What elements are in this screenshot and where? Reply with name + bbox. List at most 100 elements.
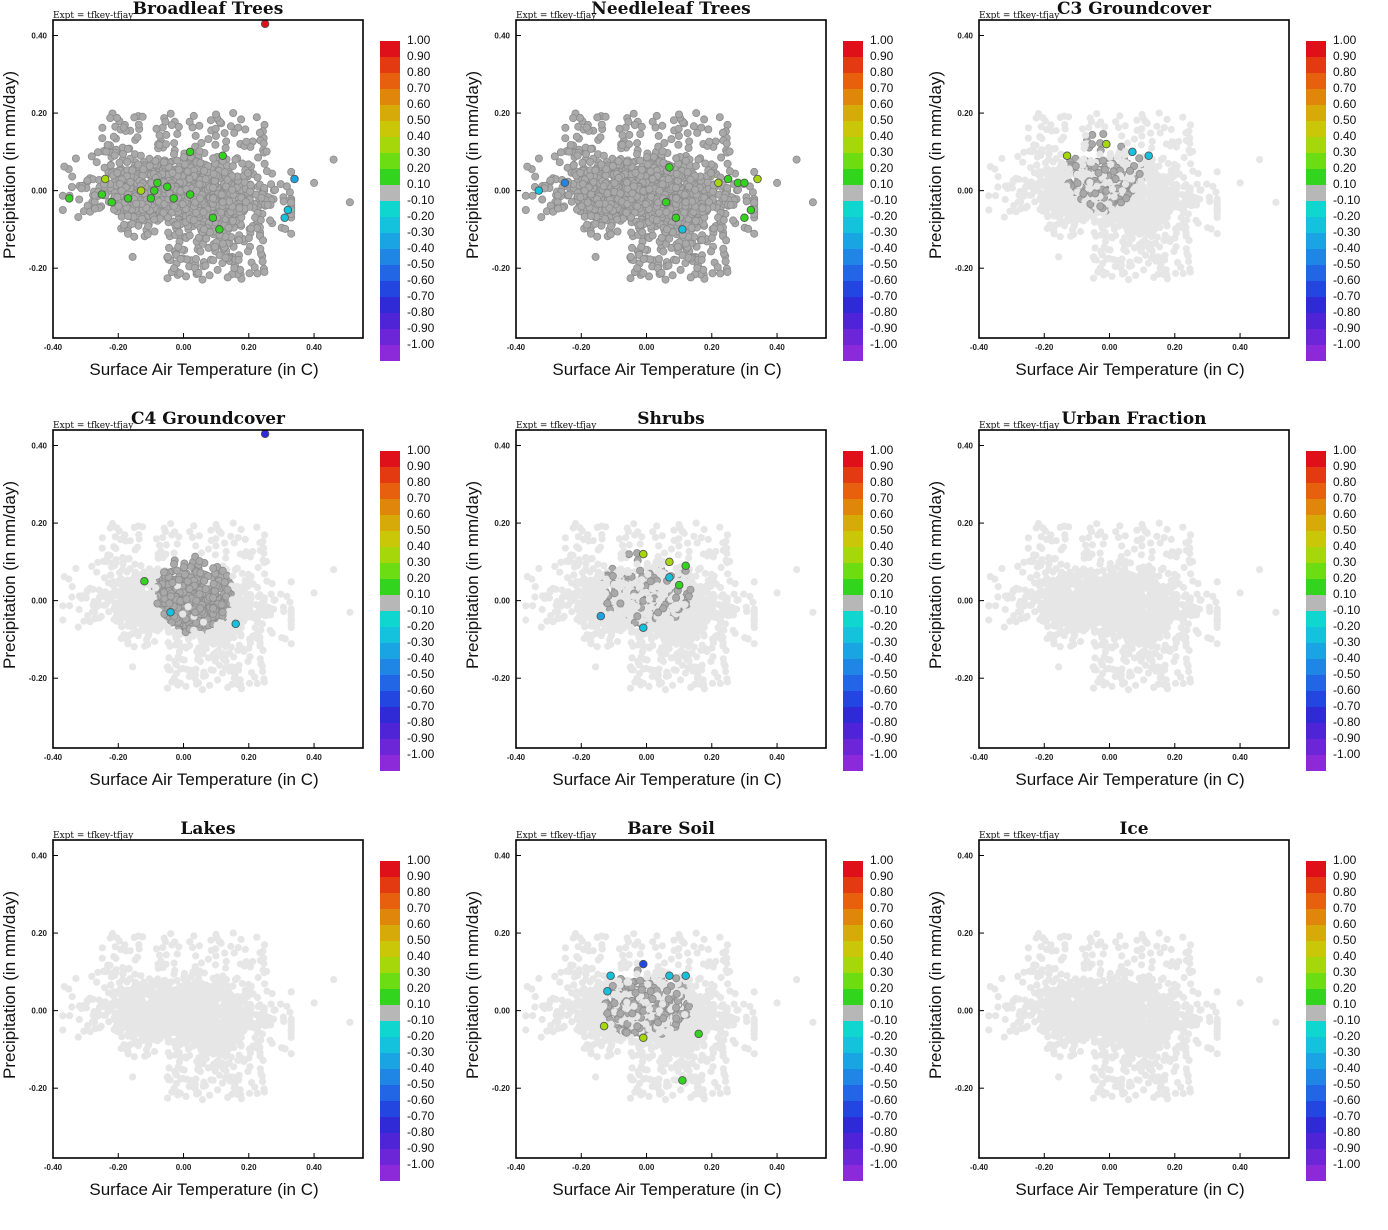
colorbar-label: -0.70 <box>870 289 898 303</box>
scatter-point <box>1106 154 1113 161</box>
scatter-point <box>716 114 723 121</box>
scatter-point <box>1208 225 1215 232</box>
x-tick-label: -0.40 <box>507 343 526 352</box>
scatter-point <box>251 264 258 271</box>
scatter-point <box>92 205 99 212</box>
scatter-point <box>134 134 141 141</box>
scatter-point <box>1033 162 1040 169</box>
scatter-point <box>244 248 251 255</box>
scatter-point <box>1165 160 1172 167</box>
scatter-point <box>1118 132 1125 139</box>
x-tick-label: -0.40 <box>44 343 63 352</box>
scatter-point <box>1028 191 1035 198</box>
scatter-point <box>566 148 573 155</box>
y-tick-label: 0.20 <box>957 109 973 118</box>
scatter-point <box>1145 240 1152 247</box>
scatter-point <box>1116 112 1123 119</box>
scatter-point <box>597 134 604 141</box>
colorbar-label: -0.80 <box>407 305 435 319</box>
colorbar-label: -0.80 <box>1333 305 1361 319</box>
scatter-point <box>263 168 270 175</box>
highlight-point <box>672 214 680 222</box>
scatter-point <box>177 270 184 277</box>
scatter-point <box>195 269 202 276</box>
x-tick-label: 0.40 <box>1232 343 1248 352</box>
scatter-point <box>197 195 204 202</box>
colorbar-swatch <box>1306 329 1326 345</box>
scatter-point <box>76 196 83 203</box>
scatter-point <box>681 191 688 198</box>
scatter-point <box>1018 205 1025 212</box>
scatter-point <box>181 161 188 168</box>
scatter-point <box>125 212 132 219</box>
scatter-point <box>1107 161 1114 168</box>
scatter-point <box>1168 198 1175 205</box>
scatter-point <box>151 638 158 645</box>
scatter-point <box>120 124 127 131</box>
colorbar-label: 0.90 <box>1333 49 1357 63</box>
scatter-point <box>346 199 353 206</box>
x-axis-label: Surface Air Temperature (in C) <box>1015 360 1244 379</box>
scatter-point <box>617 190 624 197</box>
scatter-point <box>190 217 197 224</box>
scatter-point <box>99 124 106 131</box>
scatter-point <box>151 228 158 235</box>
scatter-point <box>1157 264 1164 271</box>
scatter-point <box>675 132 682 139</box>
colorbar-label: -0.40 <box>407 241 435 255</box>
scatter-point <box>625 141 632 148</box>
scatter-point <box>1150 274 1157 281</box>
scatter-point <box>212 535 219 542</box>
scatter-point <box>623 209 630 216</box>
scatter-point <box>638 243 645 250</box>
colorbar-label: -0.70 <box>407 289 435 303</box>
scatter-point <box>1128 262 1135 269</box>
scatter-point <box>522 206 529 213</box>
scatter-point <box>628 244 635 251</box>
scatter-point <box>259 258 266 265</box>
y-axis-label: Precipitation (in mm/day) <box>463 71 482 259</box>
scatter-point <box>985 192 992 199</box>
scatter-point <box>995 173 1002 180</box>
colorbar-label: -0.90 <box>1333 321 1361 335</box>
colorbar-label: -0.50 <box>407 257 435 271</box>
scatter-point <box>673 195 680 202</box>
scatter-point <box>1082 132 1089 139</box>
scatter-point <box>201 167 208 174</box>
highlight-point <box>741 214 749 222</box>
scatter-point <box>682 157 689 164</box>
colorbar-label: -1.00 <box>870 337 898 351</box>
scatter-point <box>639 229 646 236</box>
colorbar-swatch <box>1306 41 1326 57</box>
scatter-point <box>1136 257 1143 264</box>
scatter-point <box>751 168 758 175</box>
scatter-point <box>1088 118 1095 125</box>
scatter-point <box>1101 243 1108 250</box>
scatter-point <box>1142 231 1149 238</box>
colorbar-label: 0.60 <box>407 97 431 111</box>
scatter-point <box>280 198 287 205</box>
highlight-point <box>163 183 171 191</box>
scatter-point <box>1126 226 1133 233</box>
scatter-point <box>271 186 278 193</box>
scatter-point <box>1082 141 1089 148</box>
scatter-point <box>1002 196 1009 203</box>
scatter-point <box>1041 203 1048 210</box>
scatter-point <box>1078 157 1085 164</box>
colorbar-swatch <box>843 185 863 201</box>
scatter-point <box>242 198 249 205</box>
scatter-point <box>1040 194 1047 201</box>
colorbar-label: 0.80 <box>1333 65 1357 79</box>
colorbar-label: 1.00 <box>407 33 431 47</box>
scatter-point <box>1093 110 1100 117</box>
scatter-point <box>556 159 563 166</box>
scatter-point <box>177 255 184 262</box>
scatter-point <box>1103 270 1110 277</box>
scatter-point <box>1057 233 1064 240</box>
scatter-point <box>600 183 607 190</box>
scatter-point <box>1181 154 1188 161</box>
scatter-point <box>1086 159 1093 166</box>
